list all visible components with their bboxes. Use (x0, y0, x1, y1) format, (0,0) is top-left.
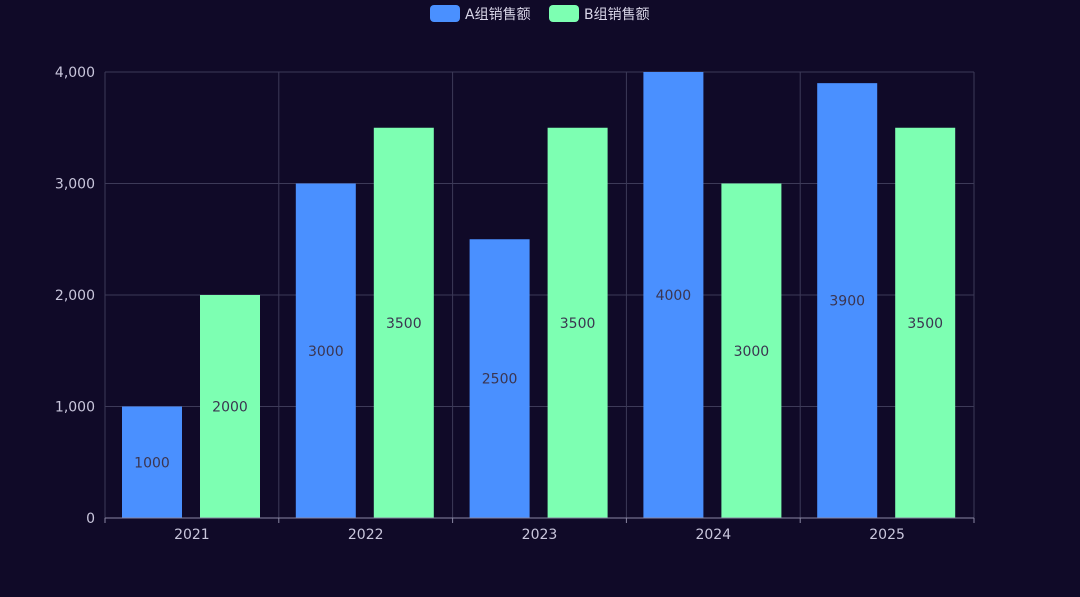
y-tick-label: 2,000 (55, 288, 95, 304)
bar-value-label: 1000 (134, 455, 170, 471)
y-tick-label: 1,000 (55, 400, 95, 416)
x-tick-label: 2023 (522, 527, 558, 543)
bar-value-label: 3000 (308, 344, 344, 360)
bar-series-2[interactable] (200, 295, 260, 518)
legend-swatch[interactable] (430, 5, 460, 22)
bar-series-2[interactable] (895, 127, 956, 518)
legend-item-series-1[interactable]: A组销售额 (430, 5, 531, 23)
bar-series-2[interactable] (547, 127, 608, 518)
bar-series-1[interactable] (122, 406, 182, 519)
x-tick-label: 2025 (869, 527, 905, 543)
bar-value-label: 3500 (907, 316, 943, 332)
axes: 0 1,000 2,000 3,000 4,000 2021 2022 2023 2024 202… (55, 65, 975, 543)
bar-series-1[interactable] (643, 72, 704, 518)
x-tick-label: 2022 (348, 527, 384, 543)
legend-item-series-2[interactable]: B组销售额 (549, 5, 650, 23)
bar-value-label: 3900 (829, 294, 865, 310)
legend-swatch[interactable] (549, 5, 579, 22)
bar-value-label: 3500 (386, 316, 422, 332)
legend[interactable]: A组销售额 B组销售额 (430, 5, 650, 23)
bar-value-label: 4000 (656, 288, 692, 304)
bar-value-label: 2500 (482, 372, 518, 388)
y-tick-label: 0 (86, 511, 95, 527)
bar-value-label: 3500 (560, 316, 596, 332)
bar-value-label: 3000 (734, 344, 770, 360)
legend-label[interactable]: B组销售额 (584, 7, 650, 23)
bars: 1000 3000 2500 4000 3900 2000 3500 3500 3000 3500 (122, 72, 956, 519)
legend-label[interactable]: A组销售额 (465, 7, 531, 23)
x-tick-label: 2024 (695, 527, 731, 543)
bar-value-label: 2000 (212, 400, 248, 416)
bar-series-1[interactable] (469, 239, 530, 518)
bar-series-1[interactable] (817, 83, 878, 519)
y-tick-label: 3,000 (55, 177, 95, 193)
x-tick-label: 2021 (174, 527, 210, 543)
bar-series-1[interactable] (295, 183, 356, 519)
bar-series-2[interactable] (373, 127, 434, 518)
y-tick-label: 4,000 (55, 65, 95, 81)
bar-series-2[interactable] (721, 183, 782, 519)
